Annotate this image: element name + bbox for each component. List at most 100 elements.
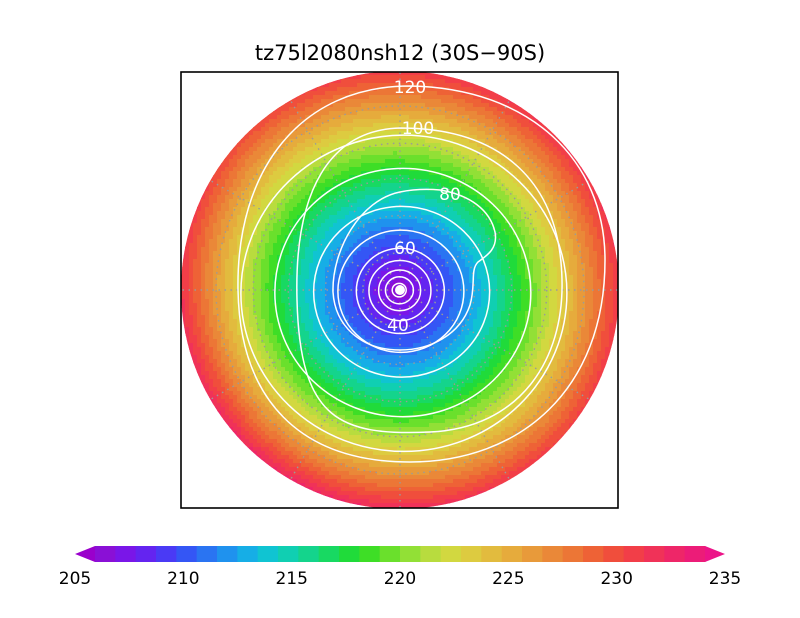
- field-cell: [357, 151, 362, 156]
- field-cell: [349, 195, 354, 200]
- field-cell: [361, 175, 366, 180]
- field-cell: [225, 251, 230, 256]
- field-cell: [509, 199, 514, 204]
- field-cell: [429, 163, 434, 168]
- field-cell: [349, 187, 354, 192]
- field-cell: [445, 119, 450, 124]
- field-cell: [389, 203, 394, 208]
- field-cell: [245, 195, 250, 200]
- field-cell: [413, 251, 418, 256]
- field-cell: [605, 243, 610, 248]
- field-cell: [445, 83, 450, 88]
- field-cell: [421, 131, 426, 136]
- field-cell: [301, 175, 306, 180]
- field-cell: [185, 243, 190, 248]
- field-cell: [481, 155, 486, 160]
- field-cell: [373, 235, 378, 240]
- field-cell: [293, 271, 298, 276]
- field-cell: [441, 275, 446, 280]
- field-cell: [389, 243, 394, 248]
- field-cell: [353, 223, 358, 228]
- field-cell: [589, 287, 594, 292]
- field-cell: [445, 211, 450, 216]
- field-cell: [197, 247, 202, 252]
- field-cell: [573, 215, 578, 220]
- field-cell: [277, 127, 282, 132]
- field-cell: [529, 223, 534, 228]
- field-cell: [345, 271, 350, 276]
- field-cell: [453, 223, 458, 228]
- field-cell: [397, 127, 402, 132]
- field-cell: [505, 243, 510, 248]
- field-cell: [221, 267, 226, 272]
- field-cell: [397, 79, 402, 84]
- field-cell: [541, 247, 546, 252]
- field-cell: [461, 183, 466, 188]
- field-cell: [557, 235, 562, 240]
- field-cell: [233, 247, 238, 252]
- field-cell: [389, 279, 394, 284]
- field-cell: [201, 247, 206, 252]
- field-cell: [461, 211, 466, 216]
- field-cell: [397, 247, 402, 252]
- field-cell: [593, 263, 598, 268]
- field-cell: [337, 127, 342, 132]
- field-cell: [325, 291, 330, 296]
- field-cell: [281, 151, 286, 156]
- field-cell: [569, 251, 574, 256]
- field-cell: [509, 179, 514, 184]
- field-cell: [489, 235, 494, 240]
- field-cell: [325, 267, 330, 272]
- field-cell: [361, 247, 366, 252]
- field-cell: [201, 203, 206, 208]
- field-cell: [405, 283, 410, 288]
- field-cell: [393, 151, 398, 156]
- field-cell: [545, 123, 550, 128]
- field-cell: [445, 143, 450, 148]
- field-cell: [417, 115, 422, 120]
- field-cell: [393, 195, 398, 200]
- field-cell: [289, 135, 294, 140]
- field-cell: [441, 187, 446, 192]
- field-cell: [373, 275, 378, 280]
- field-cell: [449, 239, 454, 244]
- field-cell: [377, 235, 382, 240]
- field-cell: [305, 263, 310, 268]
- field-cell: [433, 115, 438, 120]
- field-cell: [489, 143, 494, 148]
- field-cell: [465, 159, 470, 164]
- field-cell: [401, 183, 406, 188]
- field-cell: [317, 239, 322, 244]
- field-cell: [277, 187, 282, 192]
- field-cell: [557, 255, 562, 260]
- field-cell: [401, 83, 406, 88]
- field-cell: [461, 103, 466, 108]
- field-cell: [305, 199, 310, 204]
- field-cell: [449, 155, 454, 160]
- field-cell: [421, 159, 426, 164]
- field-cell: [353, 179, 358, 184]
- field-cell: [405, 147, 410, 152]
- field-cell: [317, 287, 322, 292]
- field-cell: [325, 139, 330, 144]
- field-cell: [385, 291, 390, 296]
- field-cell: [437, 215, 442, 220]
- field-cell: [249, 191, 254, 196]
- field-cell: [393, 155, 398, 160]
- field-cell: [593, 255, 598, 260]
- field-cell: [257, 171, 262, 176]
- field-cell: [441, 115, 446, 120]
- field-cell: [545, 135, 550, 140]
- field-cell: [521, 239, 526, 244]
- field-cell: [389, 251, 394, 256]
- field-cell: [433, 99, 438, 104]
- field-cell: [469, 151, 474, 156]
- field-cell: [553, 155, 558, 160]
- field-cell: [345, 175, 350, 180]
- field-cell: [613, 275, 618, 280]
- field-cell: [385, 159, 390, 164]
- field-cell: [397, 207, 402, 212]
- field-cell: [317, 119, 322, 124]
- field-cell: [321, 227, 326, 232]
- field-cell: [185, 275, 190, 280]
